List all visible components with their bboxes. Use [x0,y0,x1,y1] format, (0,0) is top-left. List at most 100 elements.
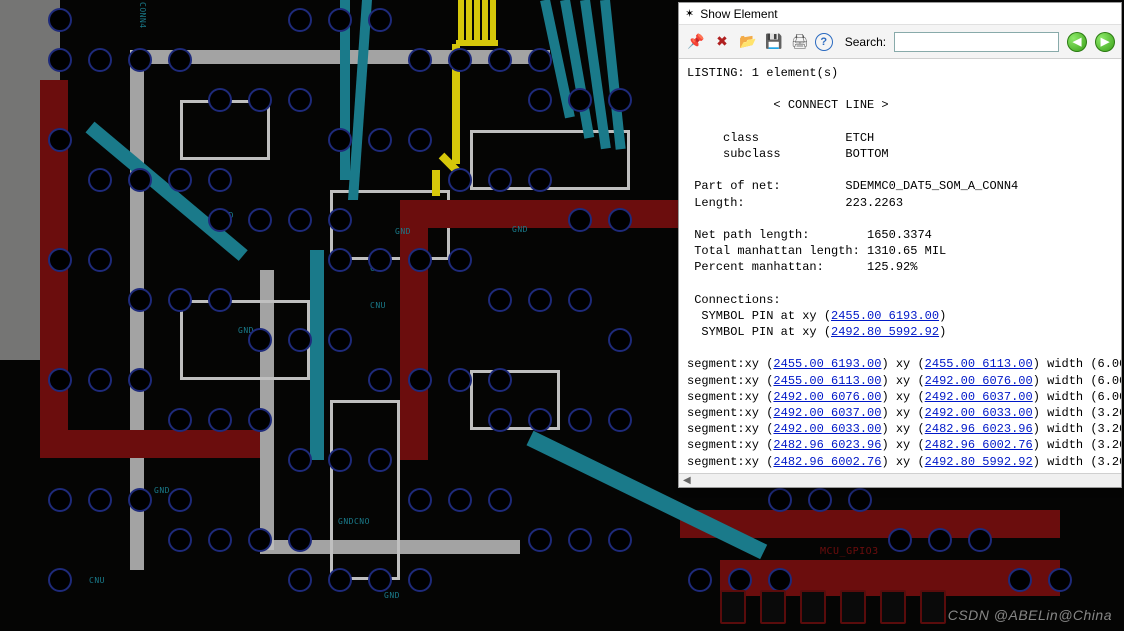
via[interactable] [128,288,152,312]
via[interactable] [488,488,512,512]
via[interactable] [248,328,272,352]
via[interactable] [448,168,472,192]
via[interactable] [408,368,432,392]
via[interactable] [448,48,472,72]
listing-area[interactable]: LISTING: 1 element(s) < CONNECT LINE > c… [679,59,1121,473]
search-input[interactable] [894,32,1059,52]
via[interactable] [968,528,992,552]
via[interactable] [88,248,112,272]
via[interactable] [408,48,432,72]
via[interactable] [288,8,312,32]
via[interactable] [408,488,432,512]
via[interactable] [608,88,632,112]
via[interactable] [128,368,152,392]
via[interactable] [488,168,512,192]
via[interactable] [608,208,632,232]
via[interactable] [768,488,792,512]
via[interactable] [168,528,192,552]
via[interactable] [88,368,112,392]
via[interactable] [168,288,192,312]
pin-button[interactable]: 📌 [685,31,707,53]
via[interactable] [528,528,552,552]
via[interactable] [88,48,112,72]
delete-button[interactable]: ✖ [711,31,733,53]
via[interactable] [1048,568,1072,592]
via[interactable] [488,408,512,432]
pad[interactable] [880,590,906,624]
via[interactable] [448,368,472,392]
help-button[interactable]: ? [815,33,833,51]
print-button[interactable]: 🖨 [789,31,811,53]
via[interactable] [888,528,912,552]
pad[interactable] [800,590,826,624]
via[interactable] [328,448,352,472]
via[interactable] [608,408,632,432]
via[interactable] [528,88,552,112]
via[interactable] [168,168,192,192]
via[interactable] [488,48,512,72]
via[interactable] [568,408,592,432]
pad[interactable] [720,590,746,624]
via[interactable] [328,568,352,592]
via[interactable] [688,568,712,592]
via[interactable] [48,128,72,152]
via[interactable] [288,448,312,472]
via[interactable] [568,288,592,312]
via[interactable] [288,568,312,592]
search-prev-button[interactable]: ◀ [1067,32,1087,52]
via[interactable] [288,88,312,112]
via[interactable] [408,128,432,152]
via[interactable] [168,488,192,512]
via[interactable] [48,48,72,72]
via[interactable] [208,168,232,192]
via[interactable] [528,168,552,192]
via[interactable] [248,408,272,432]
via[interactable] [288,528,312,552]
via[interactable] [368,368,392,392]
via[interactable] [328,128,352,152]
via[interactable] [408,248,432,272]
via[interactable] [328,208,352,232]
pad[interactable] [760,590,786,624]
via[interactable] [288,328,312,352]
pad[interactable] [920,590,946,624]
via[interactable] [208,88,232,112]
via[interactable] [248,88,272,112]
via[interactable] [128,168,152,192]
via[interactable] [368,568,392,592]
via[interactable] [328,248,352,272]
via[interactable] [528,408,552,432]
via[interactable] [168,48,192,72]
via[interactable] [368,8,392,32]
via[interactable] [248,528,272,552]
via[interactable] [488,368,512,392]
via[interactable] [128,48,152,72]
via[interactable] [928,528,952,552]
via[interactable] [48,488,72,512]
via[interactable] [728,568,752,592]
via[interactable] [208,408,232,432]
via[interactable] [48,568,72,592]
via[interactable] [408,568,432,592]
via[interactable] [88,168,112,192]
via[interactable] [528,288,552,312]
via[interactable] [88,488,112,512]
via[interactable] [608,528,632,552]
open-button[interactable]: 📂 [737,31,759,53]
via[interactable] [248,208,272,232]
via[interactable] [288,208,312,232]
via[interactable] [328,328,352,352]
via[interactable] [48,368,72,392]
via[interactable] [208,208,232,232]
via[interactable] [808,488,832,512]
via[interactable] [328,8,352,32]
via[interactable] [448,488,472,512]
via[interactable] [1008,568,1032,592]
via[interactable] [48,248,72,272]
via[interactable] [208,288,232,312]
via[interactable] [608,328,632,352]
save-button[interactable]: 💾 [763,31,785,53]
via[interactable] [368,448,392,472]
pad[interactable] [840,590,866,624]
via[interactable] [448,248,472,272]
